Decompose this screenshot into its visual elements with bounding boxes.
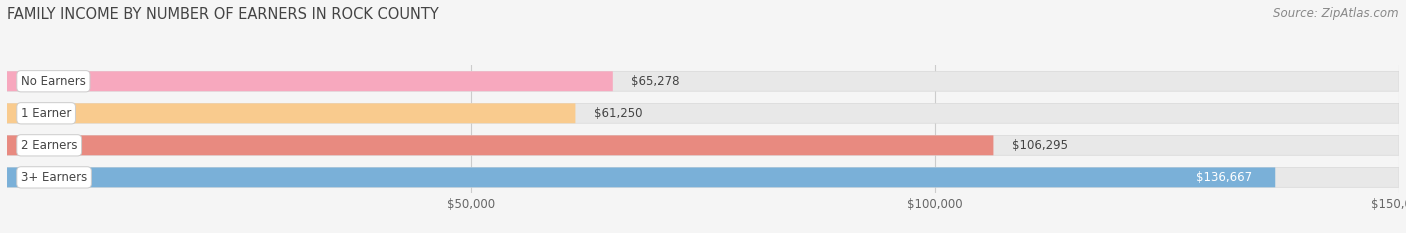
FancyBboxPatch shape (7, 103, 575, 123)
FancyBboxPatch shape (7, 168, 1275, 187)
FancyBboxPatch shape (7, 135, 1399, 155)
Text: 1 Earner: 1 Earner (21, 107, 72, 120)
Text: $136,667: $136,667 (1197, 171, 1253, 184)
Text: 3+ Earners: 3+ Earners (21, 171, 87, 184)
FancyBboxPatch shape (7, 71, 1399, 91)
FancyBboxPatch shape (7, 103, 1399, 123)
Text: $65,278: $65,278 (631, 75, 681, 88)
FancyBboxPatch shape (7, 168, 1399, 187)
Text: Source: ZipAtlas.com: Source: ZipAtlas.com (1274, 7, 1399, 20)
FancyBboxPatch shape (7, 135, 994, 155)
FancyBboxPatch shape (7, 71, 613, 91)
Text: $106,295: $106,295 (1012, 139, 1069, 152)
Text: $61,250: $61,250 (593, 107, 643, 120)
Text: FAMILY INCOME BY NUMBER OF EARNERS IN ROCK COUNTY: FAMILY INCOME BY NUMBER OF EARNERS IN RO… (7, 7, 439, 22)
Text: No Earners: No Earners (21, 75, 86, 88)
Text: 2 Earners: 2 Earners (21, 139, 77, 152)
